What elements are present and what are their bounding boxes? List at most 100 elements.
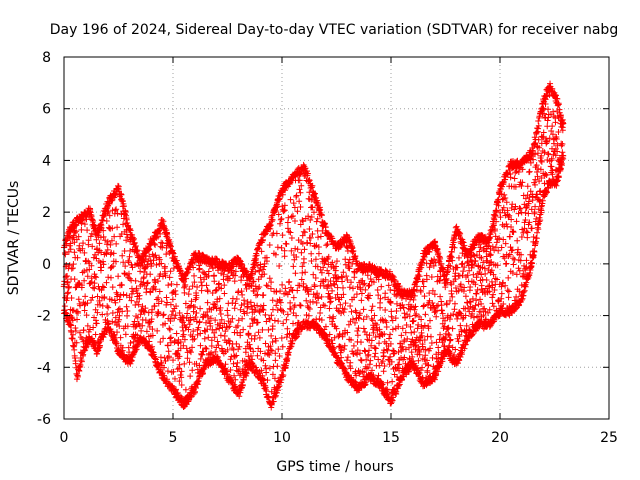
data-point (386, 331, 393, 338)
data-point (191, 335, 198, 342)
data-point (104, 321, 111, 328)
data-point (75, 233, 82, 240)
data-point (88, 297, 95, 304)
data-point (522, 204, 529, 211)
data-point (73, 339, 80, 346)
data-point (104, 238, 111, 245)
data-point (148, 260, 155, 267)
data-point (173, 257, 180, 264)
data-point (167, 268, 174, 275)
data-point (152, 252, 159, 259)
data-point (89, 294, 96, 301)
data-point (88, 279, 95, 286)
data-point (298, 249, 305, 256)
data-point (78, 220, 85, 227)
data-point (231, 305, 238, 312)
data-point (180, 319, 187, 326)
data-point (189, 367, 196, 374)
data-point (482, 270, 489, 277)
data-point (383, 323, 390, 330)
data-point (94, 309, 101, 316)
data-point (108, 237, 115, 244)
data-point (371, 353, 378, 360)
data-point (424, 367, 431, 374)
data-point (293, 192, 300, 199)
data-point (513, 218, 520, 225)
data-point (115, 306, 122, 313)
data-point (191, 388, 198, 395)
data-point (99, 311, 106, 318)
data-point (160, 311, 167, 318)
data-point (272, 357, 279, 364)
data-point (222, 328, 229, 335)
data-point (130, 288, 137, 295)
data-point (100, 284, 107, 291)
data-point (389, 378, 396, 385)
data-point (333, 258, 340, 265)
data-point (112, 299, 119, 306)
data-point (78, 282, 85, 289)
data-point (192, 304, 199, 311)
data-point (502, 195, 509, 202)
data-point (105, 320, 112, 327)
data-point (182, 386, 189, 393)
data-point (169, 249, 176, 256)
data-point (511, 175, 518, 182)
data-point (453, 223, 460, 230)
data-point (76, 242, 83, 249)
data-point (83, 312, 90, 319)
data-point (332, 271, 339, 278)
data-point (260, 292, 267, 299)
data-point (86, 266, 93, 273)
data-point (178, 368, 185, 375)
data-point (69, 317, 76, 324)
data-point (84, 273, 91, 280)
data-point (64, 272, 71, 279)
data-point (120, 291, 127, 298)
data-point (462, 293, 469, 300)
chart-title: Day 196 of 2024, Sidereal Day-to-day VTE… (50, 22, 618, 38)
data-point (172, 312, 179, 319)
data-point (131, 334, 138, 341)
data-point (112, 258, 119, 265)
data-point (190, 308, 197, 315)
data-point (483, 277, 490, 284)
data-point (187, 373, 194, 380)
data-point (181, 289, 188, 296)
data-point (197, 305, 204, 312)
data-point (489, 294, 496, 301)
data-point (120, 203, 127, 210)
data-point (515, 246, 522, 253)
data-point (84, 227, 91, 234)
data-point (161, 263, 168, 270)
data-point (177, 339, 184, 346)
data-point (183, 345, 190, 352)
data-point (158, 298, 165, 305)
data-point (233, 340, 240, 347)
data-point (165, 353, 172, 360)
data-point (208, 337, 215, 344)
data-point (103, 279, 110, 286)
data-point (84, 322, 91, 329)
data-point (339, 284, 346, 291)
data-point (212, 287, 219, 294)
data-point (167, 326, 174, 333)
data-point (346, 284, 353, 291)
data-point (384, 379, 391, 386)
data-point (71, 355, 78, 362)
data-point (535, 226, 542, 233)
data-point (148, 316, 155, 323)
data-point (358, 357, 365, 364)
data-point (477, 296, 484, 303)
data-point (152, 242, 159, 249)
data-point (360, 325, 367, 332)
data-point (158, 260, 165, 267)
data-point (269, 323, 276, 330)
data-point (457, 322, 464, 329)
data-point (167, 335, 174, 342)
data-point (528, 225, 535, 232)
data-point (197, 274, 204, 281)
data-point (167, 334, 174, 341)
data-point (237, 329, 244, 336)
data-point (153, 261, 160, 268)
